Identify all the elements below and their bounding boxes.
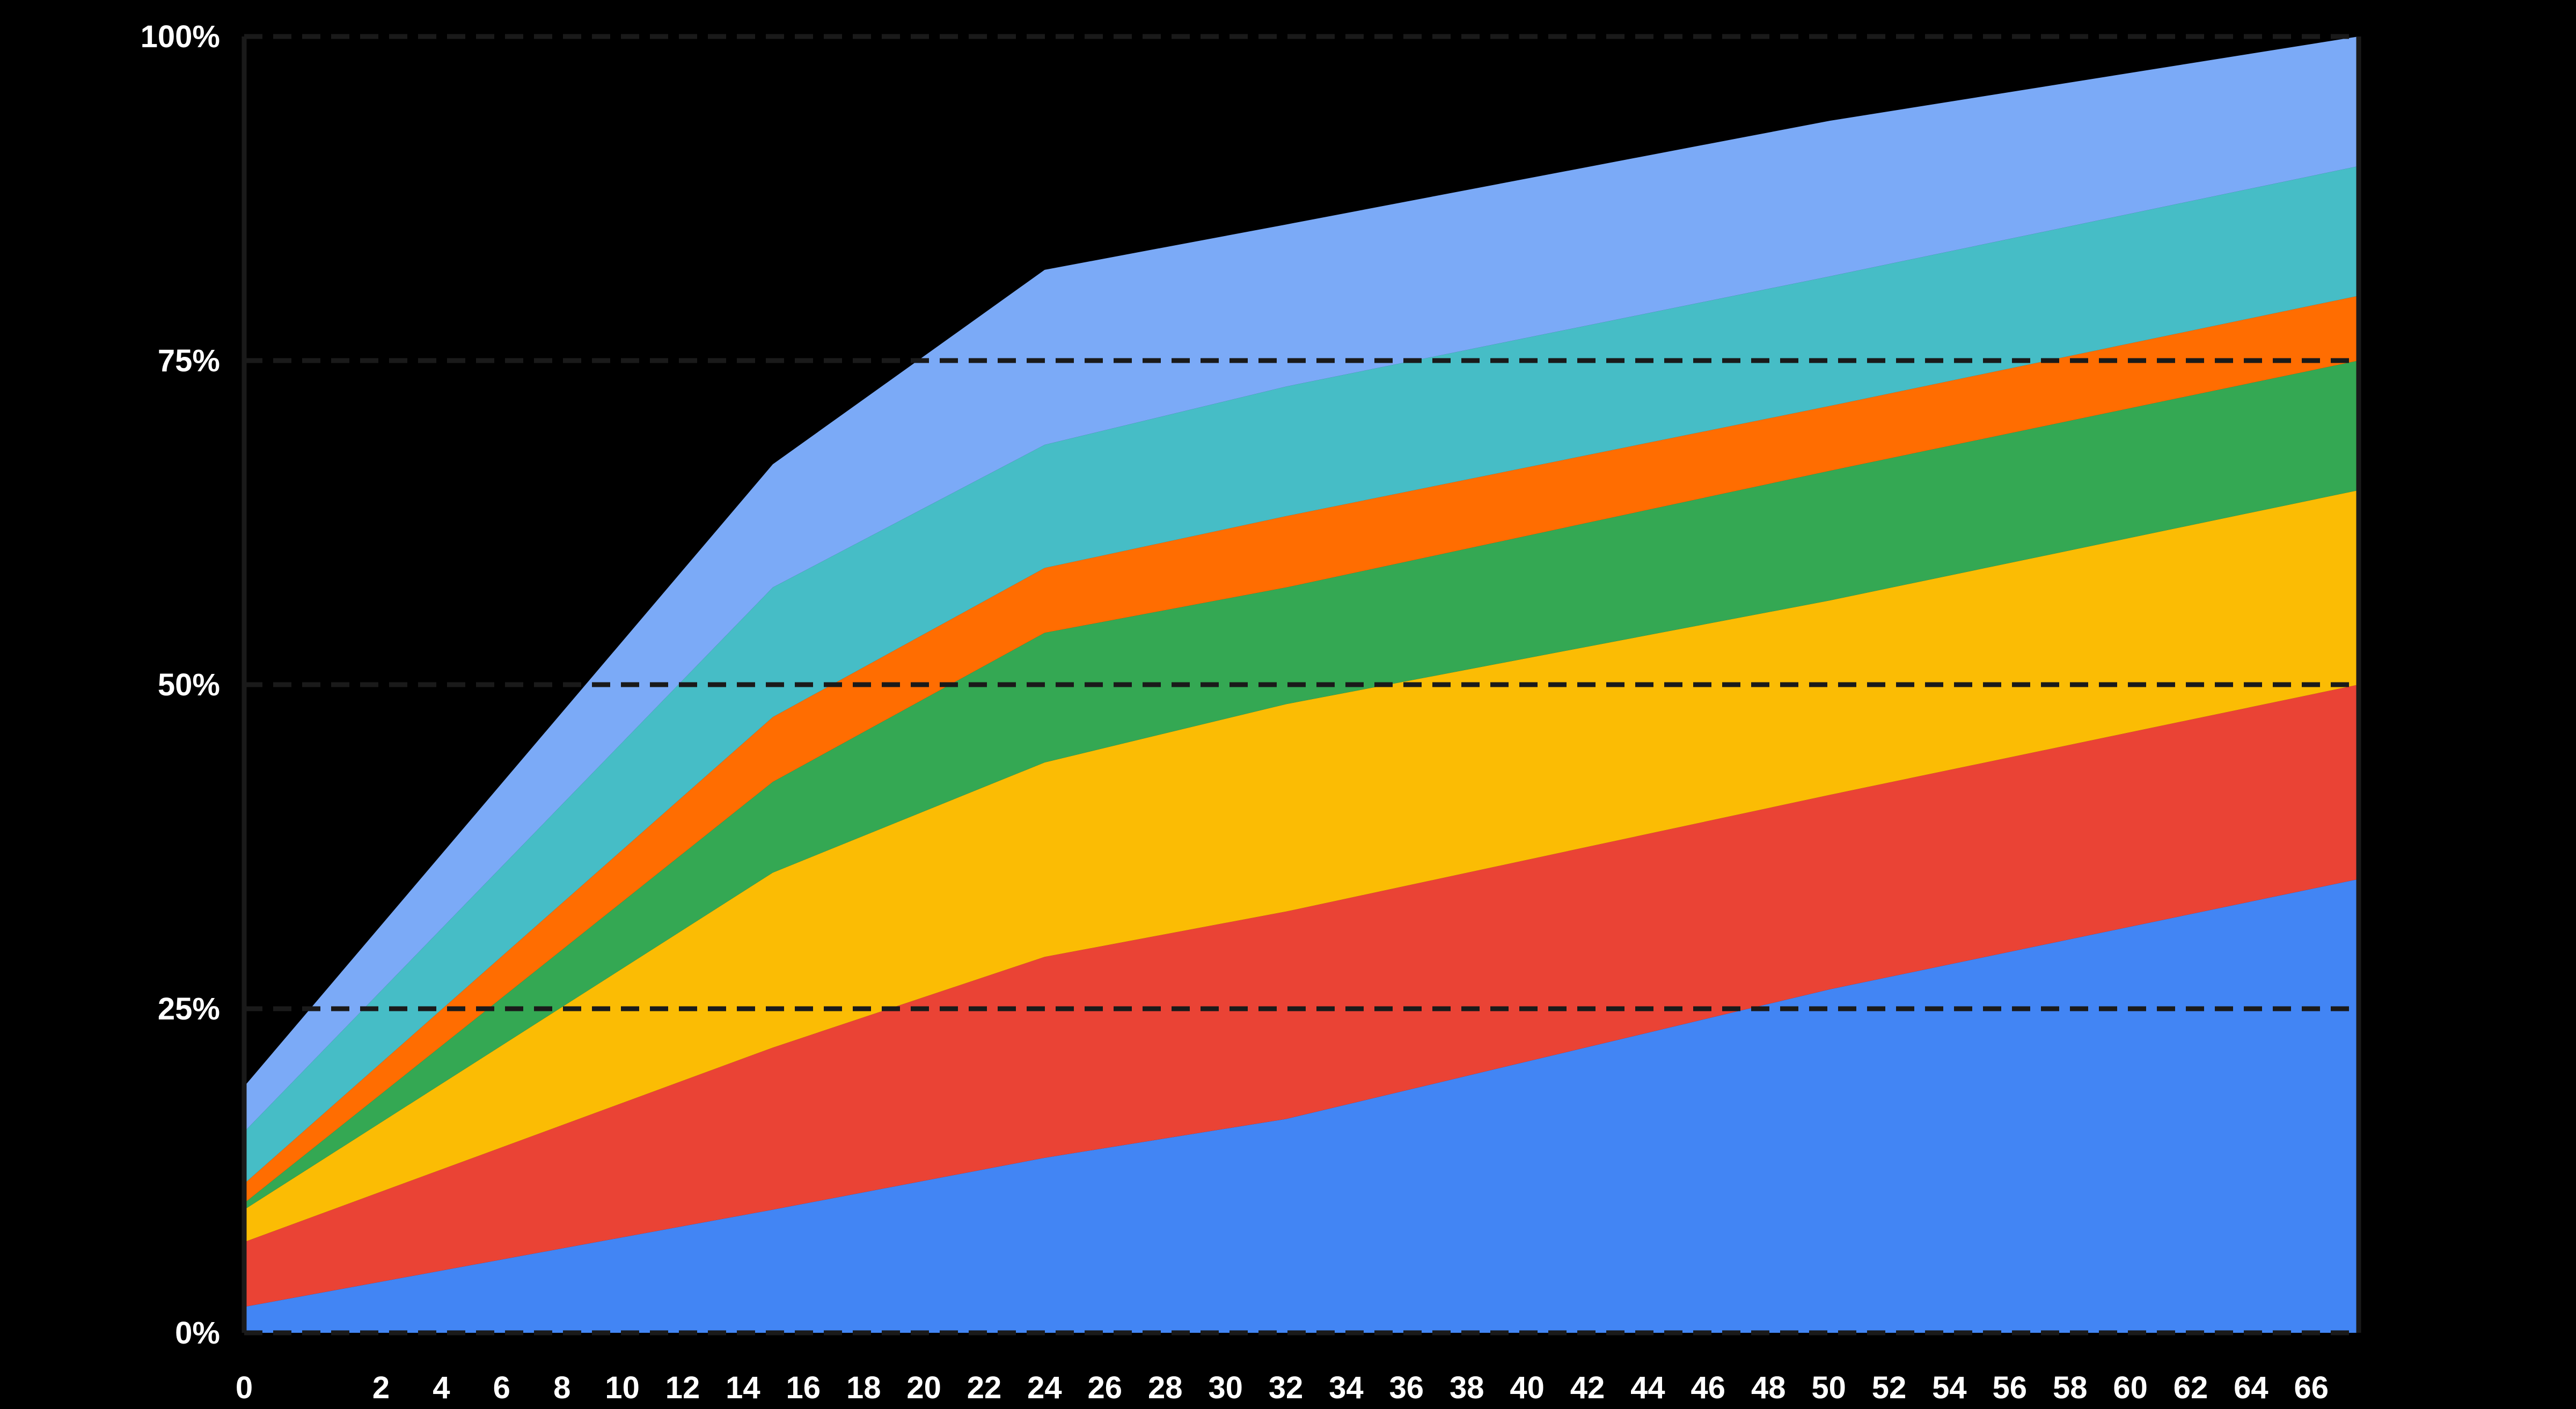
x-tick-label: 52: [1872, 1370, 1907, 1405]
x-tick-label: 12: [665, 1370, 700, 1405]
x-tick-label: 28: [1148, 1370, 1183, 1405]
area-series-6: [244, 166, 2359, 1184]
x-tick-label: 54: [1932, 1370, 1967, 1405]
x-tick-label: 0: [236, 1370, 253, 1405]
x-tick-label: 10: [605, 1370, 640, 1405]
x-tick-label: 64: [2234, 1370, 2268, 1405]
x-tick-label: 56: [1993, 1370, 2028, 1405]
area-series-5: [244, 296, 2359, 1203]
x-tick-label: 4: [433, 1370, 450, 1405]
x-tick-label: 42: [1570, 1370, 1605, 1405]
x-tick-label: 16: [786, 1370, 821, 1405]
area-series-2: [244, 685, 2359, 1307]
x-tick-label: 44: [1630, 1370, 1665, 1405]
x-tick-label: 22: [967, 1370, 1002, 1405]
x-tick-label: 66: [2294, 1370, 2329, 1405]
x-tick-label: 36: [1389, 1370, 1424, 1405]
x-tick-label: 58: [2053, 1370, 2088, 1405]
areas-layer: [244, 36, 2359, 1333]
x-tick-label: 24: [1027, 1370, 1062, 1405]
y-tick-label: 75%: [158, 343, 220, 378]
x-tick-label: 2: [372, 1370, 390, 1405]
y-tick-label: 25%: [158, 992, 220, 1026]
x-tick-label: 26: [1088, 1370, 1123, 1405]
x-tick-label: 32: [1269, 1370, 1304, 1405]
y-tick-label: 50%: [158, 667, 220, 702]
x-tick-label: 50: [1811, 1370, 1846, 1405]
y-tick-label: 100%: [141, 19, 220, 54]
y-axis-tick-labels: 0% 25% 50% 75% 100%: [141, 19, 220, 1351]
x-tick-label: 14: [726, 1370, 760, 1405]
x-tick-label: 30: [1208, 1370, 1243, 1405]
x-axis-tick-labels: 0 2 4 6 8 10 12 14 16 18 20 22 24 26 28 30 32 34 36 38 40 42 4…: [236, 1370, 2329, 1405]
x-tick-label: 46: [1691, 1370, 1726, 1405]
area-series-1: [244, 879, 2359, 1333]
x-tick-label: 18: [846, 1370, 881, 1405]
x-tick-label: 62: [2174, 1370, 2208, 1405]
x-tick-label: 34: [1329, 1370, 1364, 1405]
x-tick-label: 20: [906, 1370, 941, 1405]
x-tick-label: 40: [1510, 1370, 1545, 1405]
gridlines: [244, 34, 2353, 1335]
x-tick-label: 60: [2113, 1370, 2148, 1405]
x-tick-label: 48: [1751, 1370, 1786, 1405]
area-series-4: [244, 361, 2359, 1210]
y-tick-label: 0%: [175, 1316, 220, 1351]
x-tick-label: 8: [553, 1370, 570, 1405]
x-tick-label: 38: [1450, 1370, 1484, 1405]
x-tick-label: 6: [493, 1370, 510, 1405]
axes: [241, 36, 2361, 1333]
area-series-3: [244, 490, 2359, 1242]
area-series-7: [244, 36, 2359, 1132]
